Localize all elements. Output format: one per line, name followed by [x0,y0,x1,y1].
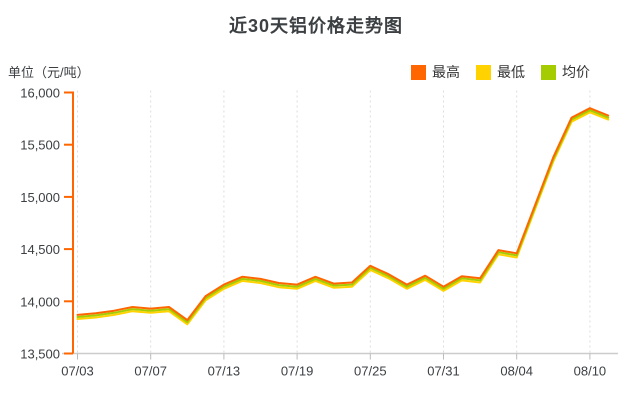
series-line-average [76,109,610,324]
legend-item-average: 均价 [541,62,590,82]
x-tick-label: 08/10 [574,364,607,379]
average-swatch-icon [541,64,556,80]
x-tick-label: 07/13 [208,364,241,379]
lowest-swatch-icon [476,64,491,80]
x-tick-label: 07/31 [427,364,460,379]
legend-item-lowest: 最低 [476,62,525,82]
y-tick-label: 14,500 [20,242,60,257]
y-tick-label: 15,500 [20,138,60,153]
legend-label-lowest: 最低 [497,64,525,80]
x-tick-label: 07/19 [281,364,314,379]
legend-label-average: 均价 [562,64,590,80]
highest-swatch-icon [411,64,426,80]
legend-item-highest: 最高 [411,62,460,82]
legend: 最高 最低 均价 [411,62,590,82]
y-tick-label: 14,000 [20,294,60,309]
y-tick-label: 16,000 [20,86,60,101]
series-line-lowest [76,111,610,326]
chart-title: 近30天铝价格走势图 [228,16,404,36]
y-tick-label: 15,000 [20,190,60,205]
x-tick-label: 07/07 [134,364,167,379]
y-tick-label: 13,500 [20,347,60,362]
x-tick-label: 07/25 [354,364,387,379]
unit-label: 单位（元/吨） [8,65,90,80]
series-line-highest [76,107,610,322]
x-tick-label: 07/03 [61,364,94,379]
x-tick-label: 08/04 [500,364,533,379]
legend-label-highest: 最高 [432,64,460,80]
